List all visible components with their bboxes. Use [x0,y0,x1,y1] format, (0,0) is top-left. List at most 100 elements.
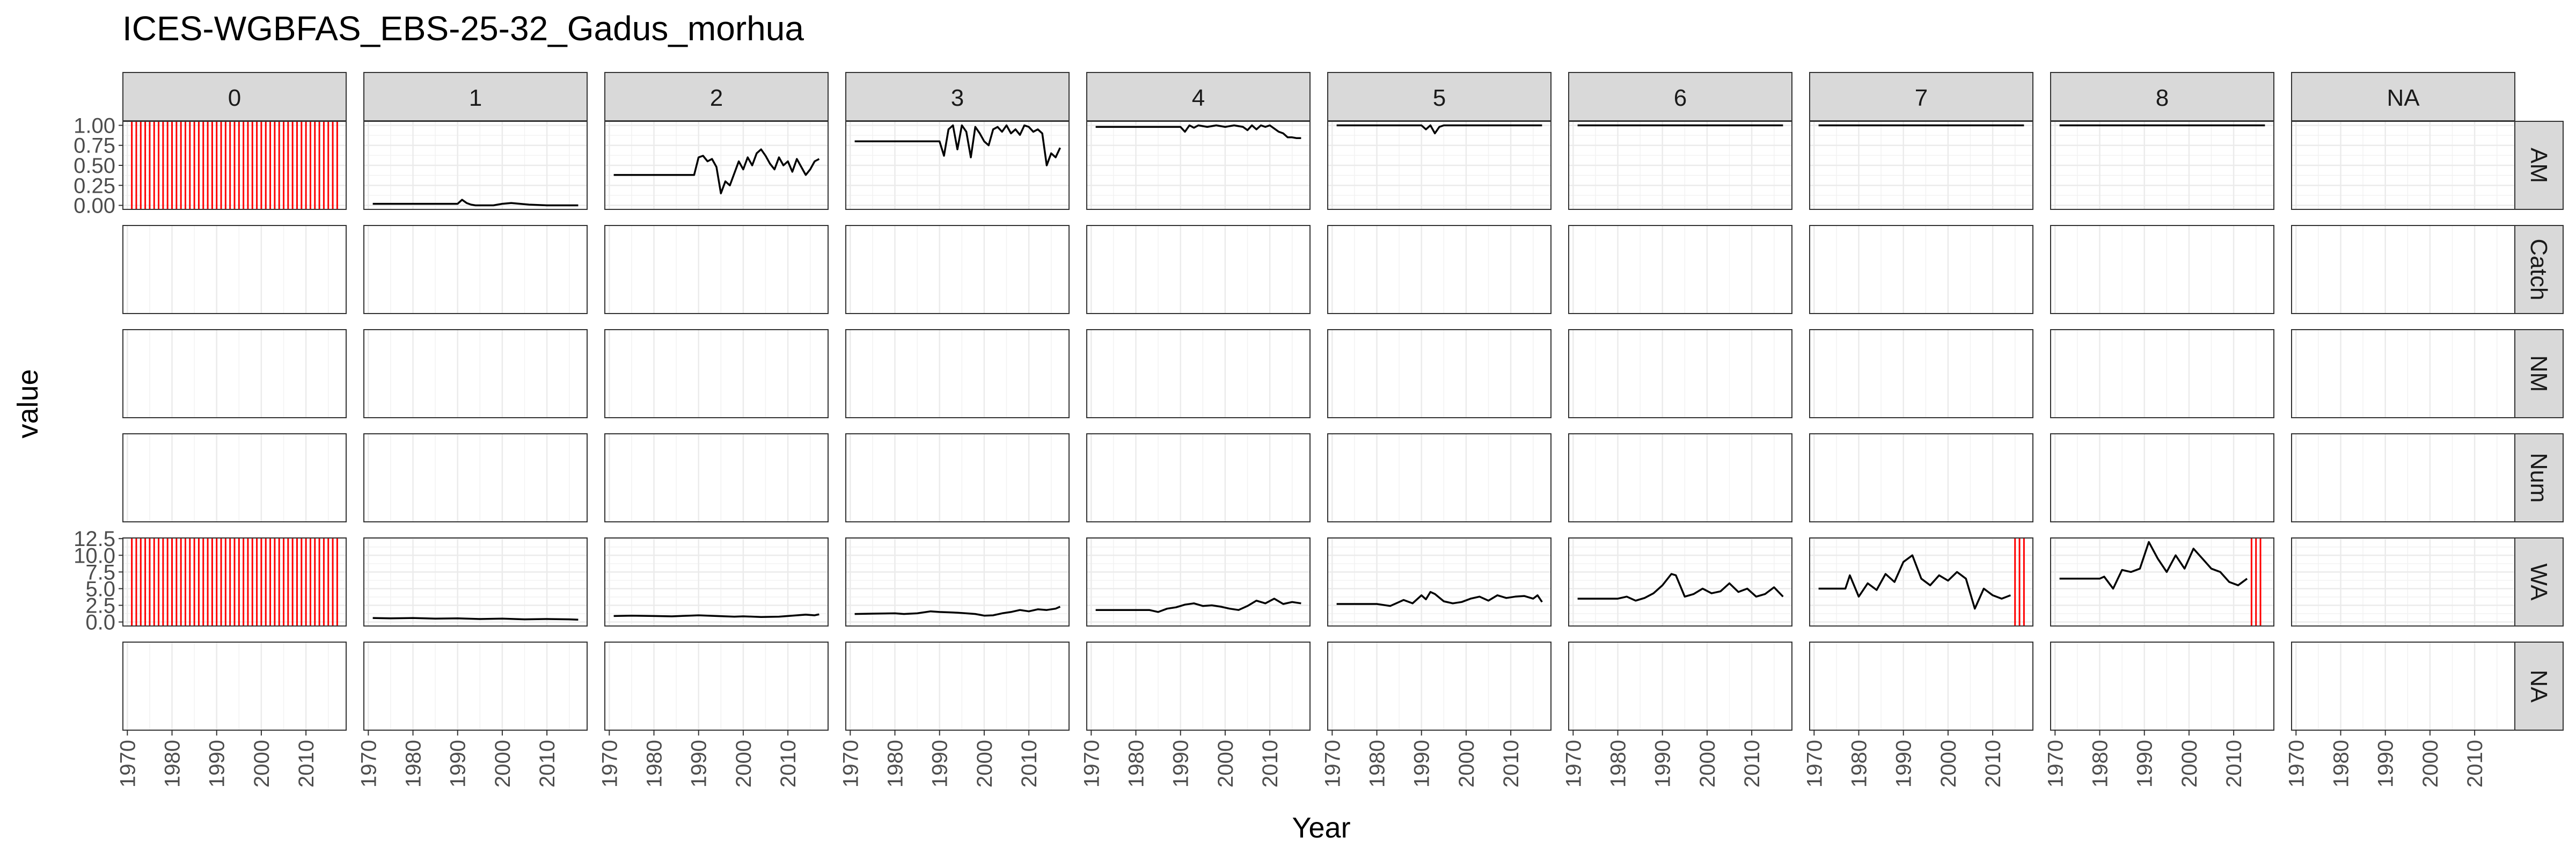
panel-background [1810,330,2033,418]
panel-background [1810,642,2033,730]
panel-background [846,434,1069,522]
panel-border [2291,537,2515,627]
panel-background [605,225,828,314]
x-tick-label: 2000 [491,740,515,788]
data-line [854,606,1061,617]
x-tick-label: 1970 [839,740,862,788]
panel-border [122,642,347,731]
panel-background [1328,225,1551,314]
row-strip-label: NM [2526,355,2552,392]
panel-background [2292,225,2515,314]
y-tick-label: 2.5 [85,594,115,617]
x-tick-label: 1990 [687,740,711,788]
x-tick-label: 1990 [206,740,229,788]
panel-background [2051,642,2274,730]
panel-border [604,537,829,627]
panel-background [2292,538,2515,626]
panel-border [1568,537,1792,627]
panel-border [1086,642,1311,731]
x-tick-label: 2000 [1214,740,1238,788]
data-line [1577,573,1784,602]
panel-border [604,329,829,418]
x-tick-label: 1980 [402,740,426,788]
panel-border [1327,433,1552,522]
panel-background [1087,538,1310,626]
panel-border [122,225,347,314]
x-tick-label: 1980 [2089,740,2112,788]
y-tick-label: 7.5 [85,560,115,584]
x-tick-label: 1970 [2285,740,2308,788]
panel-border [1086,329,1311,418]
x-tick-label: 2010 [777,740,800,788]
panel-background [1328,330,1551,418]
panel-background [1328,434,1551,522]
panel-background [1569,538,1792,626]
x-tick-label: 1990 [928,740,952,788]
column-strip-label: 8 [2156,85,2169,111]
panel-background [1087,225,1310,314]
panel-background [123,225,346,314]
panel-background [2292,330,2515,418]
column-strip-label: NA [2387,85,2420,111]
chart-title: ICES-WGBFAS_EBS-25-32_Gadus_morhua [122,9,804,48]
panel-background [1810,538,2033,626]
column-strip-label: 7 [1915,85,1928,111]
x-tick-label: 2010 [1499,740,1523,788]
x-tick-label: 2000 [1455,740,1479,788]
panel-border [1568,433,1792,522]
panel-border [363,121,588,210]
x-tick-label: 2010 [1981,740,2005,788]
panel-border [1086,537,1311,627]
panel-border [845,329,1070,418]
panel-background [364,642,587,730]
x-tick-label: 1980 [2330,740,2353,788]
panel-background [364,538,587,626]
panel-border [363,537,588,627]
data-line [372,199,579,207]
panel-background [364,434,587,522]
row-strip [2514,225,2564,314]
panel-border [845,433,1070,522]
x-tick-label: 2010 [295,740,318,788]
column-strip [1086,72,1311,121]
panel-border [2050,642,2274,731]
column-strip-label: 2 [710,85,723,111]
row-strip-label: AM [2526,148,2552,183]
panel-border [604,433,829,522]
y-tick-label: 0.0 [85,611,115,635]
x-tick-label: 1990 [1892,740,1916,788]
x-tick-label: 2010 [1258,740,1282,788]
data-line [854,124,1061,166]
panel-border [1086,433,1311,522]
panel-border [2050,329,2274,418]
x-tick-label: 2000 [973,740,997,788]
panel-border [1086,121,1311,210]
data-line [613,613,819,618]
x-tick-label: 2010 [2463,740,2487,788]
column-strip [604,72,829,121]
x-tick-label: 1970 [116,740,140,788]
data-line [613,148,820,194]
x-tick-label: 2000 [250,740,274,788]
x-tick-label: 1990 [2374,740,2398,788]
x-tick-label: 1990 [1651,740,1675,788]
panel-border [845,225,1070,314]
column-strip-label: 1 [469,85,482,111]
panel-background [605,330,828,418]
data-line [1336,124,1542,135]
x-tick-label: 1970 [598,740,621,788]
panel-border [845,537,1070,627]
panel-border [2291,225,2515,314]
column-strip-label: 3 [951,85,964,111]
panel-border [1568,642,1792,731]
panel-background [1569,225,1792,314]
panel-background [1328,642,1551,730]
panel-border [2291,329,2515,418]
x-tick-label: 1980 [1607,740,1630,788]
data-line [2059,541,2248,590]
panel-border [1568,329,1792,418]
panel-background [1810,434,2033,522]
panel-border [1809,225,2033,314]
panel-border [604,121,829,210]
